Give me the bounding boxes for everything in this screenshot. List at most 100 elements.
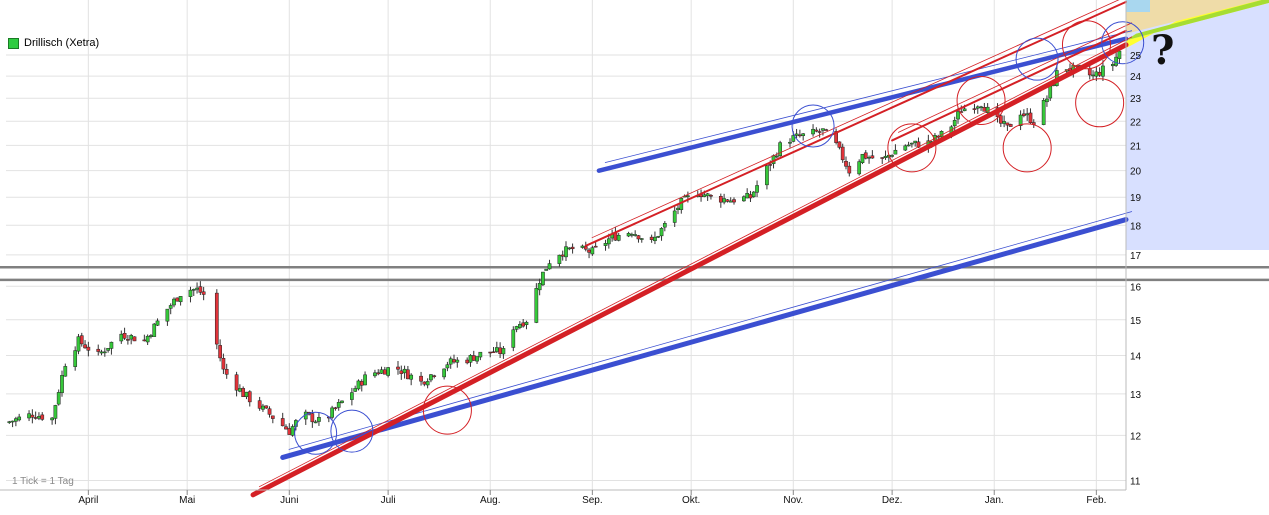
candle-body — [653, 236, 657, 242]
zone-sky — [1126, 0, 1150, 12]
candle-body — [310, 413, 315, 423]
candle-body — [906, 144, 911, 147]
candle-body — [910, 142, 914, 145]
candle-body — [149, 335, 153, 337]
candle-body — [422, 381, 427, 385]
candle-body — [541, 271, 545, 286]
candle-body — [350, 392, 354, 400]
candle-body — [60, 375, 64, 393]
candle-body — [498, 347, 502, 354]
candle-body — [356, 380, 361, 390]
candle-body — [751, 191, 756, 197]
x-tick-label: Dez. — [882, 495, 903, 506]
candle-body — [336, 402, 341, 408]
trend-line — [596, 36, 1129, 173]
tick-footnote: 1 Tick = 1 Tag — [12, 476, 74, 487]
legend-swatch — [8, 37, 19, 49]
x-tick-label: Juli — [381, 495, 396, 506]
candle-body — [109, 341, 114, 349]
candle-body — [261, 405, 265, 410]
candle-body — [722, 198, 726, 203]
candle-body — [333, 407, 338, 409]
candle-body — [188, 289, 193, 297]
candle-body — [511, 329, 516, 348]
candle-body — [1110, 64, 1115, 67]
candle-body — [30, 414, 35, 418]
candle-body — [234, 374, 239, 391]
candle-body — [201, 291, 206, 295]
candle-body — [1002, 121, 1006, 124]
candle-body — [844, 160, 848, 167]
candle-body — [419, 375, 423, 382]
candle-body — [587, 249, 591, 253]
candle-body — [363, 374, 367, 386]
candle-body — [1045, 98, 1049, 103]
y-tick-label: 25 — [1130, 51, 1142, 62]
candle-body — [142, 339, 147, 342]
x-tick-label: Sep. — [582, 495, 603, 506]
candle-body — [1117, 50, 1122, 59]
candle-body — [455, 359, 460, 363]
candle-body — [340, 400, 344, 403]
candle-body — [178, 296, 183, 303]
y-tick-label: 17 — [1130, 251, 1142, 262]
candle-body — [883, 155, 888, 158]
candle-body — [406, 369, 410, 380]
annotation-circle — [791, 104, 835, 148]
candle-body — [359, 381, 364, 386]
shaded-zones — [1126, 0, 1269, 250]
candle-body — [1097, 71, 1102, 76]
annotation-circle — [1061, 20, 1111, 70]
candle-body — [224, 369, 229, 375]
candle-body — [774, 155, 779, 158]
candle-body — [564, 246, 568, 258]
candle-body — [765, 165, 769, 186]
candle-body — [998, 115, 1003, 124]
y-tick-label: 20 — [1130, 167, 1142, 178]
annotation-circle — [1015, 37, 1059, 81]
candle-body — [1048, 85, 1053, 99]
candle-body — [1022, 113, 1026, 116]
candle-body — [129, 335, 134, 340]
candle-body — [448, 358, 453, 365]
candle-body — [847, 165, 852, 174]
candle-body — [1041, 100, 1046, 125]
candle-body — [633, 234, 638, 236]
candle-body — [702, 194, 707, 197]
candle-body — [152, 323, 157, 337]
candle-body — [191, 289, 196, 291]
candle-body — [317, 417, 321, 422]
candle-body — [798, 134, 802, 137]
candle-body — [583, 246, 588, 250]
candle-body — [86, 346, 91, 351]
x-tick-label: Jan. — [985, 495, 1004, 506]
candle-body — [662, 223, 667, 228]
candle-body — [198, 286, 203, 293]
candle-body — [732, 199, 736, 203]
x-tick-label: Okt. — [682, 495, 700, 506]
candle-body — [768, 164, 773, 166]
candle-body — [817, 131, 822, 133]
candle-body — [165, 308, 170, 322]
candle-body — [821, 128, 825, 131]
candle-body — [1094, 71, 1099, 77]
candle-body — [982, 107, 987, 112]
candle-body — [40, 414, 45, 420]
candle-body — [102, 351, 107, 354]
candle-body — [399, 370, 404, 374]
candle-body — [742, 196, 746, 202]
candle-body — [119, 333, 124, 342]
candle-body — [979, 106, 983, 109]
horizontal-lines — [0, 265, 1269, 282]
annotation-circle — [294, 411, 338, 455]
candle-body — [244, 391, 249, 397]
candle-body — [590, 247, 595, 255]
y-tick-label: 12 — [1130, 431, 1142, 442]
candle-body — [636, 235, 641, 240]
candle-body — [755, 185, 759, 193]
candle-body — [373, 372, 377, 377]
y-tick-label: 16 — [1130, 282, 1142, 293]
candle-body — [725, 199, 730, 202]
candle-body — [537, 283, 542, 291]
